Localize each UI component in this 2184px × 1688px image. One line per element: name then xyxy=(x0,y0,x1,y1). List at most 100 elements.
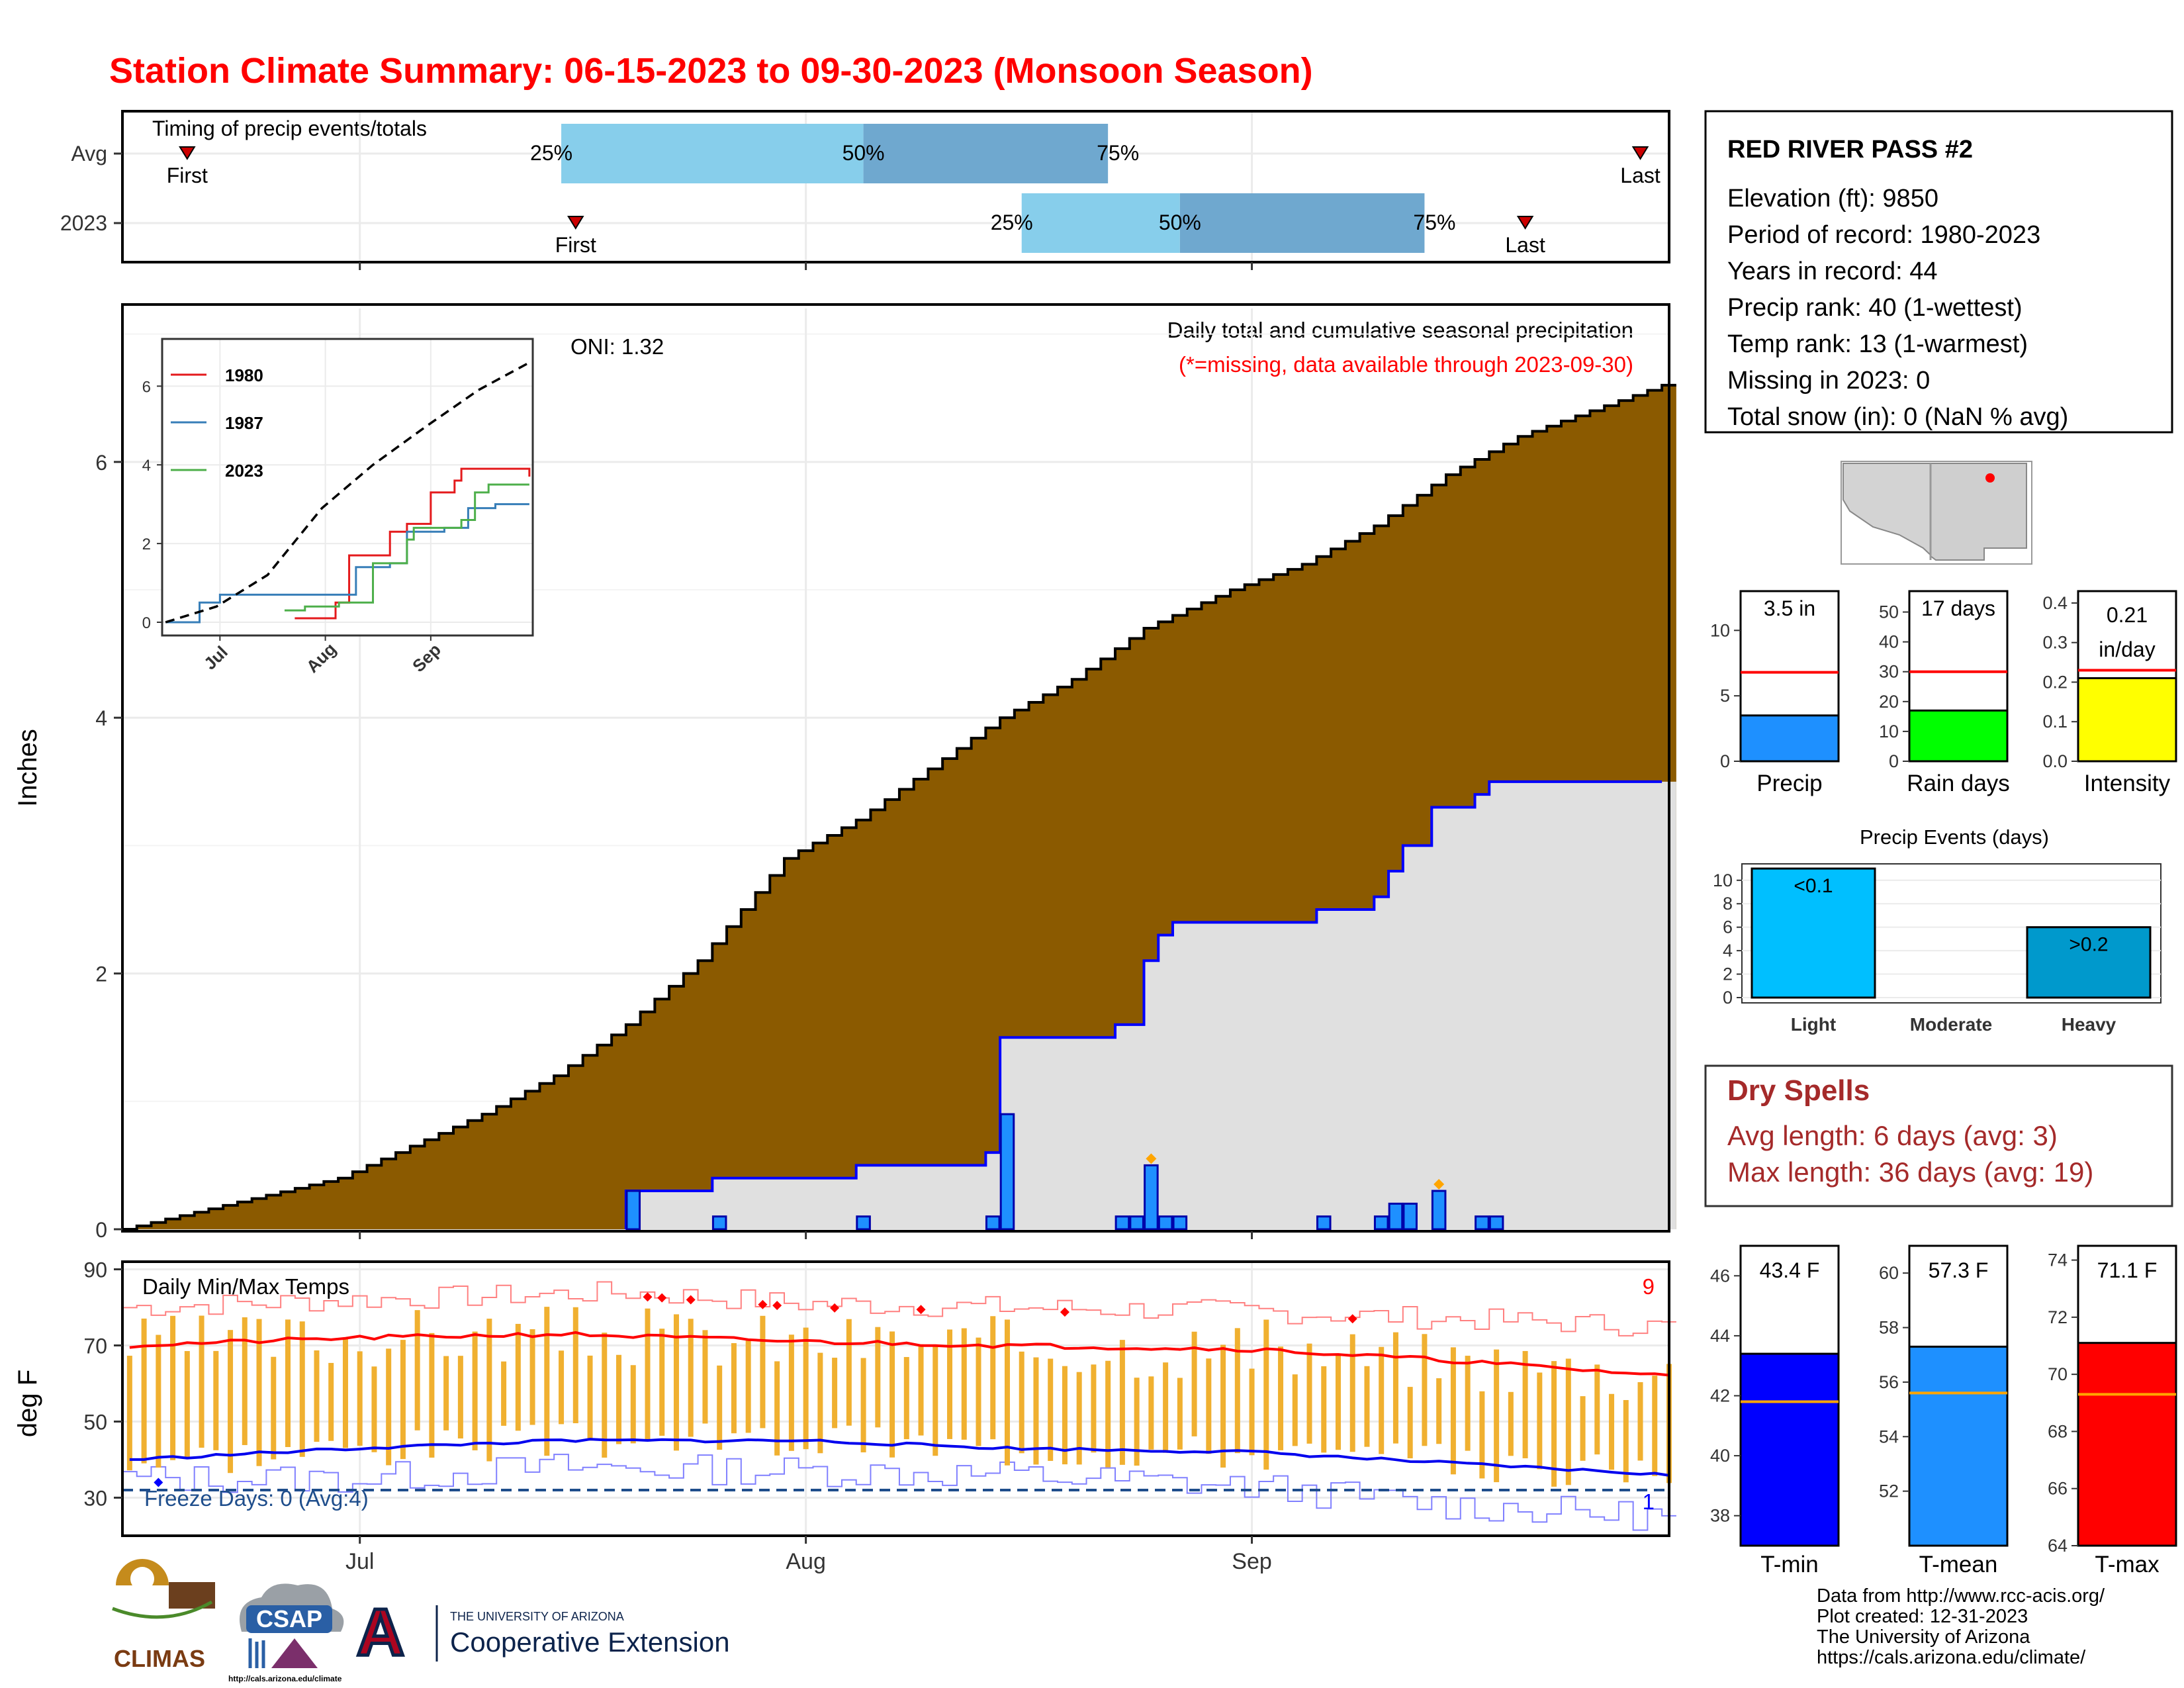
daily-temp-bar xyxy=(1220,1344,1226,1468)
temp-bar-y-tick-label: 54 xyxy=(1879,1427,1899,1446)
daily-temp-bar xyxy=(1048,1358,1054,1461)
daily-temp-bar xyxy=(357,1351,363,1446)
csap-mountain xyxy=(271,1638,318,1668)
timing-bar-50-75 xyxy=(1179,193,1425,253)
summary-bar-value-text: 3.5 in xyxy=(1764,596,1815,620)
timing-label: Timing of precip events/totals xyxy=(152,117,427,140)
daily-temp-bar xyxy=(501,1361,507,1426)
daily-temp-bar xyxy=(429,1333,435,1458)
daily-temp-bar xyxy=(141,1318,147,1464)
daily-temp-bar xyxy=(256,1319,262,1466)
climas-arc xyxy=(112,1600,213,1619)
summary-y-tick-label: 30 xyxy=(1879,662,1899,682)
daily-temp-bar xyxy=(1234,1328,1240,1454)
daily-temp-bar xyxy=(544,1307,550,1456)
climas-logo: CLIMAS xyxy=(112,1559,215,1672)
record-high-marker xyxy=(1347,1314,1357,1324)
temp-y-tick-label: 30 xyxy=(83,1487,107,1511)
temp-x-tick-label: Sep xyxy=(1232,1549,1272,1574)
events-bar-label: <0.1 xyxy=(1794,875,1833,897)
daily-precip-bar xyxy=(1158,1215,1173,1231)
daily-precip-bar xyxy=(1129,1215,1144,1231)
summary-bar-value-text: in/day xyxy=(2099,637,2155,661)
timing-pct-50: 50% xyxy=(842,141,885,165)
summary-y-tick-label: 0 xyxy=(1720,751,1730,771)
credit-line: Data from http://www.rcc-acis.org/ xyxy=(1817,1585,2105,1607)
daily-temp-bar xyxy=(184,1350,190,1458)
precip-missing-note: (*=missing, data available through 2023-… xyxy=(1179,352,1633,377)
inset-average-line xyxy=(165,361,530,624)
daily-temp-bar xyxy=(515,1323,521,1431)
daily-temp-bar xyxy=(875,1327,881,1428)
temp-bar-y-tick-label: 72 xyxy=(2048,1307,2068,1327)
station-info-line: Years in record: 44 xyxy=(1727,258,1938,285)
daily-temp-bar xyxy=(1450,1347,1456,1475)
daily-temp-bar xyxy=(673,1314,679,1451)
precip-y-tick-label: 2 xyxy=(95,962,107,986)
daily-temp-bar xyxy=(803,1327,809,1450)
figure-title: Station Climate Summary: 06-15-2023 to 0… xyxy=(109,51,1313,91)
inset-frame-border xyxy=(161,338,534,637)
ua-a-mark: A xyxy=(357,1595,404,1669)
temp-bar-y-tick-label: 44 xyxy=(1710,1326,1730,1346)
daily-temp-bar xyxy=(817,1352,823,1454)
timing-bar-25-50 xyxy=(1021,193,1180,253)
inset-legend-label: 2023 xyxy=(225,461,263,481)
temp-bar-y-tick-label: 40 xyxy=(1710,1446,1730,1466)
daily-temp-bar xyxy=(1105,1360,1111,1468)
daily-temp-bar xyxy=(1019,1351,1024,1454)
daily-temp-bar xyxy=(1335,1353,1341,1450)
daily-temp-bar xyxy=(933,1344,938,1456)
daily-temp-bar xyxy=(645,1308,651,1441)
inset-y-tick-label: 6 xyxy=(142,378,151,396)
daily-temp-bar xyxy=(443,1356,449,1430)
summary-y-tick-label: 0.3 xyxy=(2042,633,2068,653)
temp-panel-title: Daily Min/Max Temps xyxy=(142,1274,349,1299)
record-high-marker xyxy=(1060,1307,1069,1317)
first-event-marker xyxy=(567,216,584,230)
temp-bar-value-text: 43.4 F xyxy=(1760,1258,1820,1282)
daily-temp-bar xyxy=(1479,1391,1485,1479)
events-x-label: Heavy xyxy=(2062,1014,2116,1035)
temp-ylabel: deg F xyxy=(13,1370,42,1437)
daily-temp-bar xyxy=(1609,1393,1615,1470)
daily-precip-bar xyxy=(1316,1215,1332,1231)
temp-bar-y-tick-label: 46 xyxy=(1710,1266,1730,1286)
precip-y-tick-label: 6 xyxy=(95,451,107,475)
events-x-label: Moderate xyxy=(1910,1014,1992,1035)
daily-temp-bar xyxy=(371,1366,377,1452)
daily-temp-bar xyxy=(1392,1332,1398,1444)
daily-temp-bar xyxy=(760,1315,766,1429)
daily-temp-bar xyxy=(1004,1319,1010,1466)
daily-precip-bar xyxy=(1475,1215,1490,1231)
temp-bar-y-tick-label: 64 xyxy=(2048,1536,2068,1556)
daily-temp-bar xyxy=(1076,1372,1082,1465)
daily-temp-bar xyxy=(1349,1334,1355,1452)
daily-temp-bar xyxy=(271,1356,277,1460)
summary-bar-value-text: 17 days xyxy=(1921,596,1995,620)
precip-ylabel: Inches xyxy=(13,729,42,807)
daily-temp-bar xyxy=(126,1356,132,1471)
last-event-marker xyxy=(1631,146,1649,160)
summary-y-tick-label: 5 xyxy=(1720,686,1730,706)
climas-swirl xyxy=(116,1559,169,1585)
temp-frame xyxy=(121,1260,1670,1537)
temp-bar-label: T-max xyxy=(2095,1552,2160,1577)
temp-bar-y-tick-label: 74 xyxy=(2048,1250,2068,1270)
daily-temp-bar xyxy=(1637,1382,1643,1461)
summary-bars: 3.5 in 0 5 10 Precip 17 days 0 10 20 30 40 50 Rain d… xyxy=(1710,590,2177,796)
daily-temp-bar xyxy=(1278,1346,1284,1450)
extreme-marker xyxy=(1146,1153,1157,1164)
summary-y-tick-label: 0.4 xyxy=(2042,593,2068,613)
daily-temp-bar xyxy=(688,1319,694,1437)
daily-temp-bar xyxy=(788,1335,794,1451)
temp-panel: deg F Daily Min/Max Temps Freeze Days: 0 … xyxy=(13,1258,1676,1574)
daily-temp-bar xyxy=(1364,1366,1370,1447)
daily-temp-bar xyxy=(961,1328,967,1440)
locator-map xyxy=(1841,461,2032,565)
daily-temp-bar xyxy=(400,1340,406,1460)
daily-temp-bar xyxy=(976,1337,981,1446)
daily-temp-bar xyxy=(1465,1356,1471,1451)
summary-bar-value xyxy=(1908,709,2009,763)
temp-bar-label: T-min xyxy=(1760,1552,1819,1577)
